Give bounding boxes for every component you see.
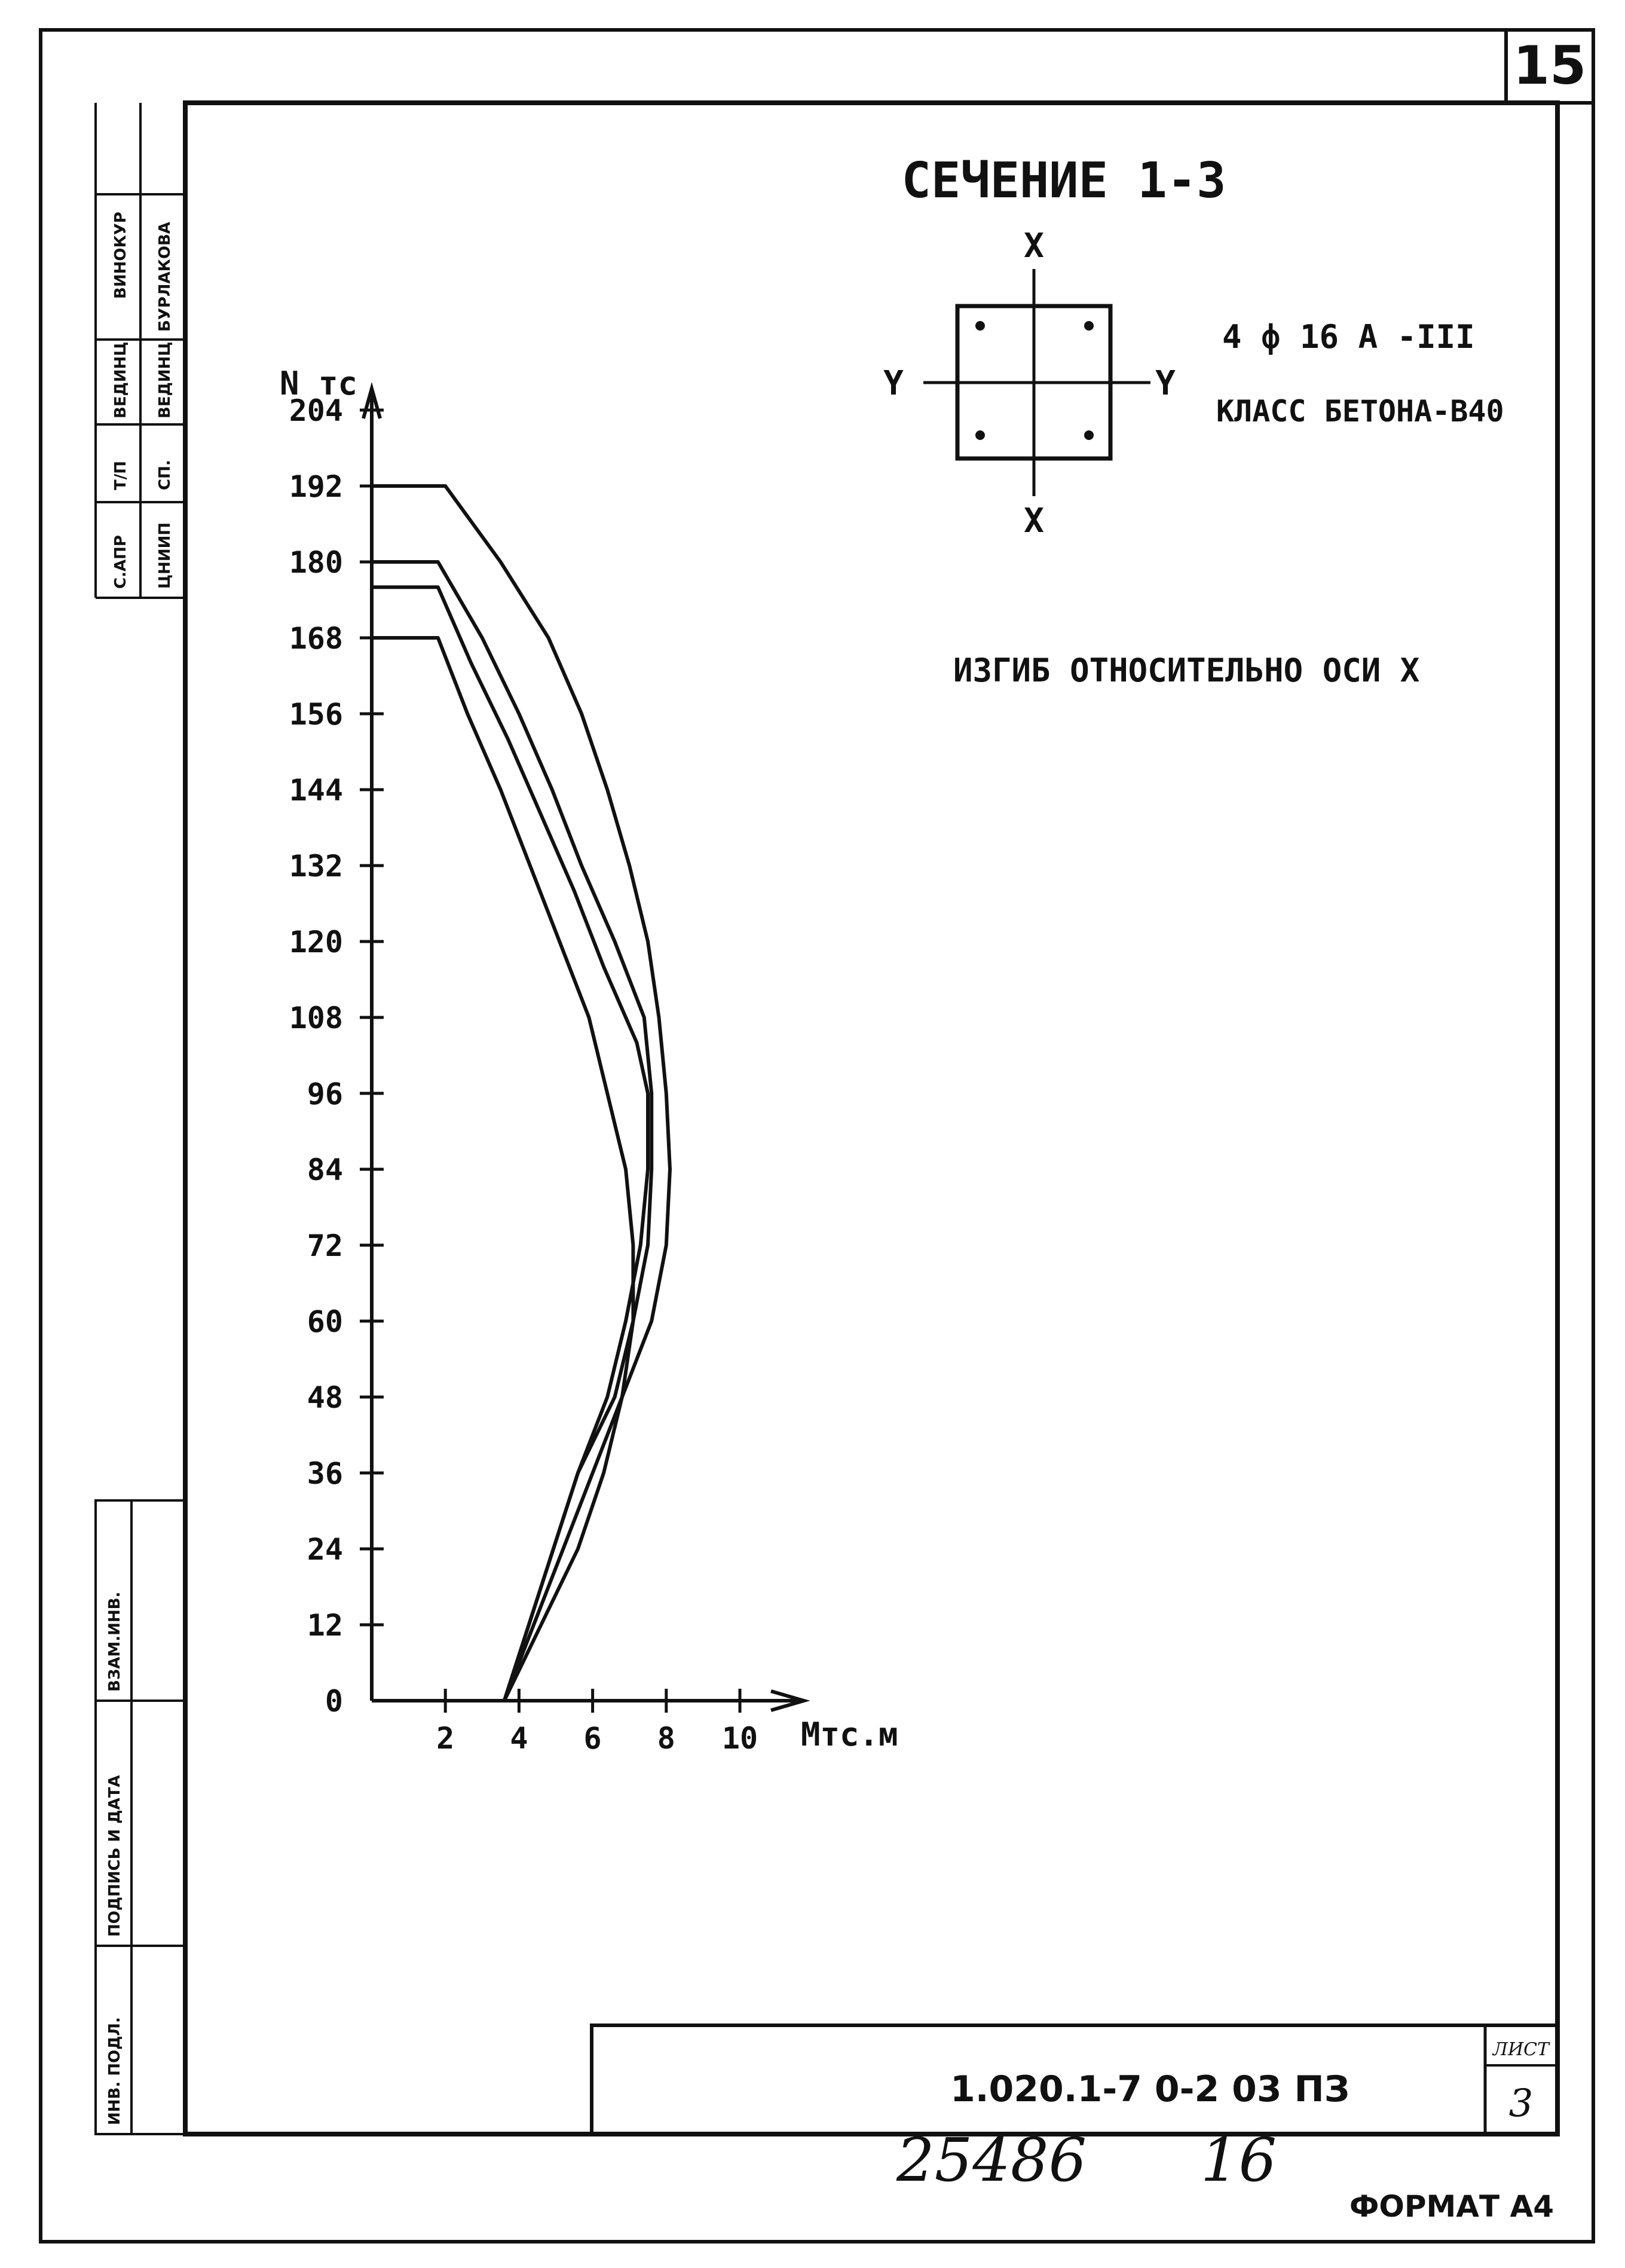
rebar-dot [975, 321, 985, 331]
x-tick-label: 8 [657, 1721, 675, 1756]
title-block: 1.020.1-7 0-2 03 ПЗ ЛИСТ 3 [590, 2024, 1557, 2134]
y-tick-label: 192 [289, 469, 343, 504]
reinforcement-label: 4 ф 16 А -III [1222, 318, 1475, 356]
axis-label-x-top: X [1024, 227, 1044, 265]
cross-section-sketch: X X Y Y [883, 227, 1176, 540]
bending-note: ИЗГИБ ОТНОСИТЕЛЬНО ОСИ X [953, 652, 1419, 689]
y-tick-label: 168 [289, 621, 343, 656]
y-tick-label: 180 [289, 545, 343, 580]
sheet-number-box: 15 [1504, 30, 1593, 105]
section-title: СЕЧЕНИЕ 1-3 [901, 152, 1226, 209]
curves [372, 484, 672, 1702]
y-tick-label: 0 [325, 1684, 343, 1719]
interaction-diagram: 0122436486072849610812013214415616818019… [280, 365, 898, 1756]
y-axis-arrow [362, 381, 382, 419]
curve-1 [372, 484, 672, 1702]
handwritten-note: 25486 16 [896, 2125, 1277, 2195]
stamp-cell-5: Т/П [112, 461, 130, 490]
rebar-dot [975, 430, 985, 440]
stamp-cell-7: С.АПР [112, 535, 130, 589]
x-ticks: 2 4 6 8 10 [436, 1689, 758, 1756]
y-tick-label: 144 [289, 773, 343, 808]
y-ticks: 0 12 24 36 48 60 72 84 96 108 120 132 144 156 168 180 19… [289, 393, 384, 1719]
stamp-original-inv: ИНВ. ПОДЛ. [106, 2017, 124, 2125]
sheet-number: 15 [1513, 35, 1586, 96]
x-tick-label: 6 [584, 1721, 602, 1756]
y-tick-label: 12 [307, 1608, 343, 1643]
rebar-dot [1084, 430, 1094, 440]
y-tick-label: 60 [307, 1304, 343, 1339]
axis-label-y-right: Y [1155, 364, 1176, 403]
axis-label-y-left: Y [883, 364, 904, 403]
y-tick-label: 48 [307, 1380, 343, 1415]
sheet-value: 3 [1509, 2081, 1534, 2126]
sheet-label: ЛИСТ [1492, 2039, 1550, 2060]
y-tick-label: 204 [289, 393, 343, 428]
y-tick-label: 72 [307, 1228, 343, 1263]
document-code: 1.020.1-7 0-2 03 ПЗ [950, 2068, 1349, 2110]
x-tick-label: 10 [722, 1721, 758, 1756]
y-tick-label: 120 [289, 925, 343, 959]
stamp-cell-1: ВИНОКУР [112, 212, 130, 299]
format-label: ФОРМАТ А4 [1349, 2189, 1554, 2224]
axis-label-x-bottom: X [1024, 502, 1044, 540]
inner-frame [183, 100, 1560, 2136]
y-tick-label: 96 [307, 1077, 343, 1111]
concrete-class-label: КЛАСС БЕТОНА-В40 [1216, 394, 1504, 429]
curve-3 [372, 585, 650, 1701]
chart-axes [362, 381, 810, 1712]
stamp-cell-6: СП. [156, 460, 174, 490]
rebar-dot [1084, 321, 1094, 331]
x-tick-label: 2 [436, 1721, 454, 1756]
outer-frame [39, 28, 1595, 2243]
left-stamp: ВИНОКУР БУРЛАКОВА ВЕДИНЦ ВЕДИНЦ Т/П СП. … [94, 103, 186, 2135]
stamp-cell-8: ЦНИИП [156, 522, 174, 589]
y-tick-label: 24 [307, 1532, 343, 1567]
stamp-signature-date: ПОДПИСЬ И ДАТА [106, 1775, 124, 1937]
x-tick-label: 4 [510, 1721, 528, 1756]
x-axis-label: Мтс.м [801, 1716, 898, 1753]
stamp-cell-4: ВЕДИНЦ [156, 342, 174, 418]
x-axis-arrow [770, 1689, 810, 1712]
y-axis-label: N тс [280, 365, 357, 402]
curve-2 [372, 560, 654, 1701]
y-tick-label: 108 [289, 1001, 343, 1035]
stamp-substitute-inv: ВЗАМ.ИНВ. [106, 1592, 124, 1692]
curve-4 [372, 636, 635, 1702]
y-tick-label: 84 [307, 1153, 343, 1187]
y-tick-label: 36 [307, 1456, 343, 1491]
stamp-cell-3: ВЕДИНЦ [112, 342, 130, 418]
y-tick-label: 132 [289, 849, 343, 884]
stamp-cell-2: БУРЛАКОВА [156, 222, 174, 332]
y-tick-label: 156 [289, 697, 343, 732]
